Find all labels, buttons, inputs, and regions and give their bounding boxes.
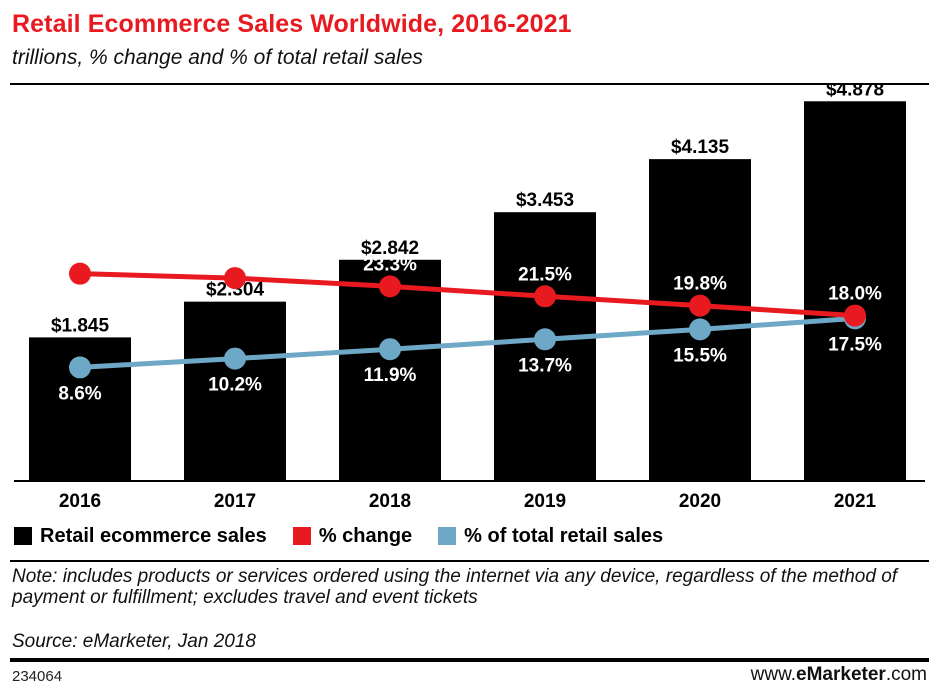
bar-2021 xyxy=(804,101,906,481)
share-label-2017: 10.2% xyxy=(208,375,262,396)
change-label-2021: 18.0% xyxy=(828,284,882,305)
share-label-2021: 17.5% xyxy=(828,334,882,355)
share-label-2020: 15.5% xyxy=(673,345,727,366)
chart-title: Retail Ecommerce Sales Worldwide, 2016-2… xyxy=(12,10,572,38)
line-percent-change xyxy=(79,271,856,319)
bar-value-label-2020: $4.135 xyxy=(671,137,730,158)
marker-change-2018 xyxy=(379,275,401,298)
share-label-2016: 8.6% xyxy=(58,383,101,404)
share-label-2019: 13.7% xyxy=(518,355,572,376)
legend-label-sales: Retail ecommerce sales xyxy=(40,524,267,547)
legend-label-share: % of total retail sales xyxy=(464,524,664,547)
x-tick-label-2019: 2019 xyxy=(524,491,566,512)
bar-value-label-2016: $1.845 xyxy=(51,315,110,336)
legend-swatch-sales xyxy=(14,527,32,545)
marker-change-2016 xyxy=(69,262,91,285)
bottom-divider xyxy=(10,658,929,662)
change-label-2019: 21.5% xyxy=(518,264,572,285)
brand-url[interactable]: www.eMarketer.com xyxy=(751,664,927,686)
source-line: Source: eMarketer, Jan 2018 xyxy=(12,631,256,652)
share-label-2018: 11.9% xyxy=(364,365,417,386)
footnote: Note: includes products or services orde… xyxy=(12,566,898,608)
marker-share-2019 xyxy=(534,328,556,351)
chart-subtitle: trillions, % change and % of total retai… xyxy=(12,46,423,69)
bar-value-label-2018: $2.842 xyxy=(361,238,419,259)
bar-value-label-2017: $2.304 xyxy=(206,280,265,301)
legend-label-change: % change xyxy=(318,524,413,547)
marker-share-2017 xyxy=(224,347,246,370)
bar-value-label-2019: $3.453 xyxy=(516,190,574,211)
bar-2017 xyxy=(184,301,286,481)
marker-share-2018 xyxy=(379,338,401,361)
x-tick-label-2020: 2020 xyxy=(679,491,721,512)
change-label-2017: 24.8% xyxy=(208,246,262,267)
marker-share-2016 xyxy=(69,356,91,379)
change-label-2018: 23.3% xyxy=(363,254,417,275)
legend-swatch-change xyxy=(292,527,311,545)
chart-canvas: $1.845 $2.304 $2.842 $3.453 $4.135 $4.878 2016… xyxy=(14,84,925,512)
legend-swatch-share xyxy=(438,527,457,545)
x-tick-label-2017: 2017 xyxy=(214,491,256,512)
marker-change-2017 xyxy=(224,267,246,290)
change-label-2020: 19.8% xyxy=(673,274,727,295)
x-tick-label-2021: 2021 xyxy=(834,491,877,512)
legend: Retail ecommerce sales % change % of tot… xyxy=(14,522,926,550)
legend-item-sales: Retail ecommerce sales xyxy=(14,525,267,548)
change-label-2016: 25.6% xyxy=(53,242,107,263)
brand-suffix: .com xyxy=(885,664,927,685)
x-tick-label-2016: 2016 xyxy=(59,491,101,512)
footer-divider xyxy=(10,560,929,562)
top-divider xyxy=(10,83,929,85)
chart-id: 234064 xyxy=(12,668,63,685)
brand-name: eMarketer xyxy=(796,664,886,685)
brand-prefix: www. xyxy=(750,664,797,685)
marker-share-2020 xyxy=(689,318,711,341)
marker-change-2020 xyxy=(689,294,711,317)
marker-change-2019 xyxy=(534,285,556,308)
x-tick-label-2018: 2018 xyxy=(369,491,411,512)
bar-value-label-2021: $4.878 xyxy=(826,84,884,100)
legend-item-share: % of total retail sales xyxy=(438,525,663,548)
legend-item-change: % change xyxy=(292,524,413,548)
marker-change-2021 xyxy=(844,304,866,327)
line-share-of-retail xyxy=(79,315,856,370)
